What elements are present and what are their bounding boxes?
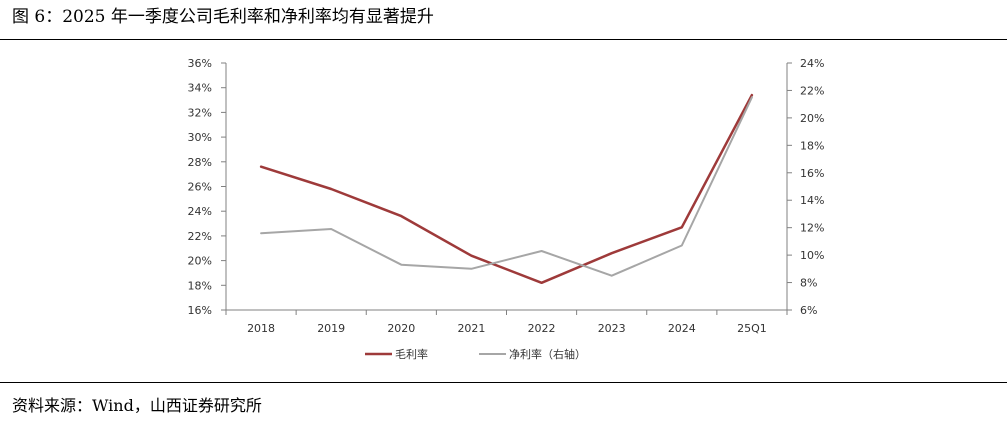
- series-line-gross-margin: [259, 93, 754, 285]
- chart-legend: 毛利率 净利率（右轴）: [365, 347, 586, 361]
- x-axis-tick-label: 2022: [528, 322, 556, 335]
- x-axis-tick-label: 25Q1: [737, 322, 767, 335]
- left-axis-tick-label: 36%: [188, 57, 212, 70]
- left-axis-tick-label: 24%: [188, 205, 212, 218]
- series-line-net-margin: [260, 96, 753, 277]
- left-axis-tick-label: 22%: [188, 230, 212, 243]
- x-axis-tick-label: 2019: [317, 322, 345, 335]
- legend-label: 净利率（右轴）: [509, 347, 586, 361]
- right-axis-tick-label: 16%: [800, 167, 824, 180]
- legend-label: 毛利率: [395, 347, 428, 361]
- right-axis-tick-label: 20%: [800, 112, 824, 125]
- right-axis-tick-label: 18%: [800, 139, 824, 152]
- right-axis-tick-label: 22%: [800, 84, 824, 97]
- right-axis-tick-label: 24%: [800, 57, 824, 70]
- x-axis-tick-label: 2023: [598, 322, 626, 335]
- right-axis-tick-label: 8%: [800, 277, 817, 290]
- right-axis-tick-label: 14%: [800, 194, 824, 207]
- source-divider: [0, 382, 1007, 383]
- left-axis-tick-label: 18%: [188, 279, 212, 292]
- right-axis-tick-label: 12%: [800, 222, 824, 235]
- right-axis-tick-label: 10%: [800, 249, 824, 262]
- left-axis-tick-label: 32%: [188, 106, 212, 119]
- x-axis-tick-label: 2024: [668, 322, 696, 335]
- x-axis-tick-label: 2018: [247, 322, 275, 335]
- x-axis-tick-label: 2021: [457, 322, 485, 335]
- chart-series: [259, 93, 754, 285]
- chart-axes: 16% 18% 20% 22% 24% 26% 28% 30% 32% 34% 36% 6% 8% 10%…: [188, 57, 825, 335]
- left-axis-tick-label: 26%: [188, 181, 212, 194]
- left-axis-tick-label: 20%: [188, 255, 212, 268]
- left-axis-tick-label: 34%: [188, 82, 212, 95]
- right-axis-tick-label: 6%: [800, 304, 817, 317]
- source-note: 资料来源：Wind，山西证券研究所: [12, 396, 262, 415]
- left-axis-tick-label: 30%: [188, 131, 212, 144]
- left-axis-tick-label: 28%: [188, 156, 212, 169]
- x-axis-tick-label: 2020: [387, 322, 415, 335]
- title-divider: [0, 39, 1007, 40]
- figure-title: 图 6：2025 年一季度公司毛利率和净利率均有显著提升: [12, 7, 434, 27]
- left-axis-tick-label: 16%: [188, 304, 212, 317]
